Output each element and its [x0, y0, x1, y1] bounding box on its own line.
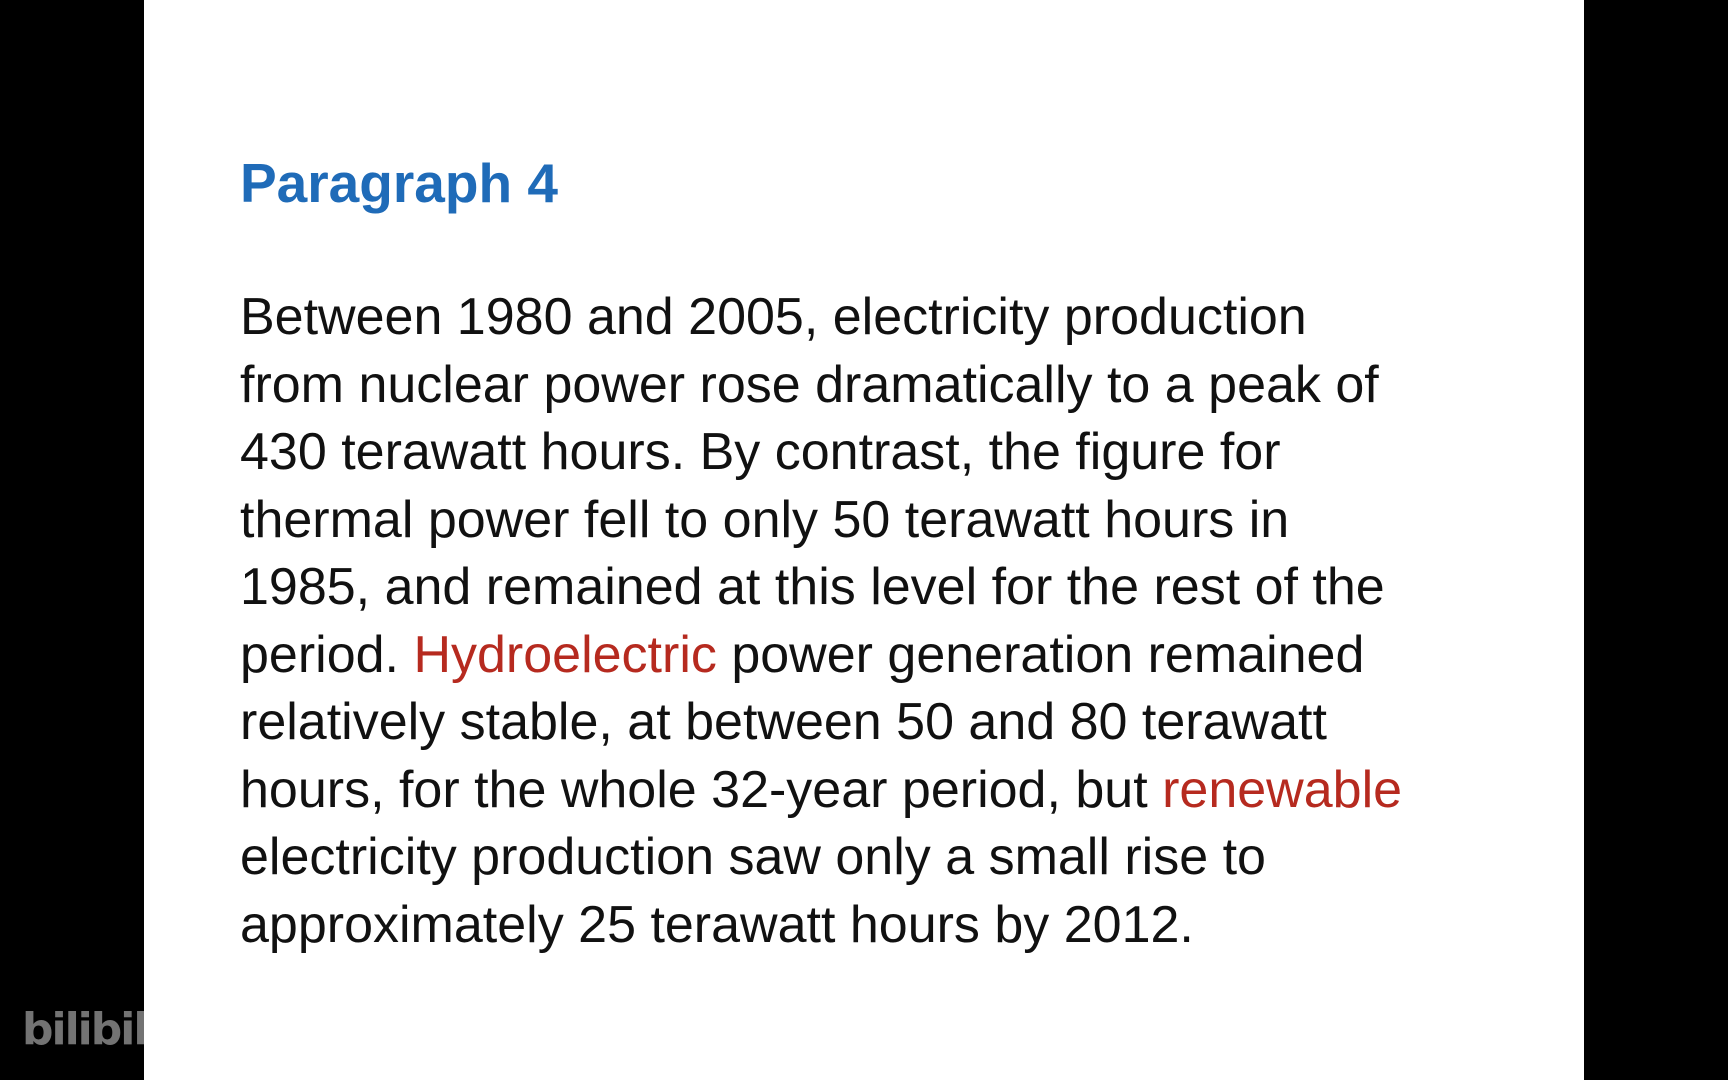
text-line: hours, for the whole 32-year period, but… — [240, 757, 1530, 825]
highlighted-term: renewable — [1162, 760, 1403, 819]
bilibili-watermark-logo: bilibili — [22, 1004, 161, 1055]
highlighted-term: Hydroelectric — [413, 625, 717, 684]
text-segment: relatively stable, at between 50 and 80 … — [240, 693, 1327, 751]
text-line: thermal power fell to only 50 terawatt h… — [240, 487, 1530, 555]
text-segment: 430 terawatt hours. By contrast, the fig… — [240, 423, 1281, 481]
text-segment: from nuclear power rose dramatically to … — [240, 355, 1379, 414]
text-line: 1985, and remained at this level for the… — [240, 554, 1530, 622]
text-line: electricity production saw only a small … — [240, 824, 1530, 892]
text-segment: hours, for the whole 32-year period, but — [240, 760, 1163, 819]
text-line: relatively stable, at between 50 and 80 … — [240, 689, 1530, 757]
text-segment: thermal power fell to only 50 terawatt h… — [240, 490, 1290, 549]
paragraph-heading: Paragraph 4 — [240, 152, 558, 214]
text-segment: approximately 25 terawatt hours by 2012. — [240, 895, 1194, 954]
text-segment: Between 1980 and 2005, electricity produ… — [240, 288, 1307, 346]
text-line: approximately 25 terawatt hours by 2012. — [240, 892, 1530, 960]
paragraph-body: Between 1980 and 2005, electricity produ… — [240, 284, 1530, 959]
text-line: period. Hydroelectric power generation r… — [240, 622, 1530, 690]
slide: Paragraph 4 Between 1980 and 2005, elect… — [144, 0, 1584, 1080]
text-segment: electricity production saw only a small … — [240, 828, 1266, 886]
text-line: 430 terawatt hours. By contrast, the fig… — [240, 419, 1530, 487]
text-segment: 1985, and remained at this level for the… — [240, 558, 1385, 616]
text-line: from nuclear power rose dramatically to … — [240, 352, 1530, 420]
text-segment: power generation remained — [716, 625, 1365, 684]
text-line: Between 1980 and 2005, electricity produ… — [240, 284, 1530, 352]
text-segment: period. — [240, 625, 414, 684]
